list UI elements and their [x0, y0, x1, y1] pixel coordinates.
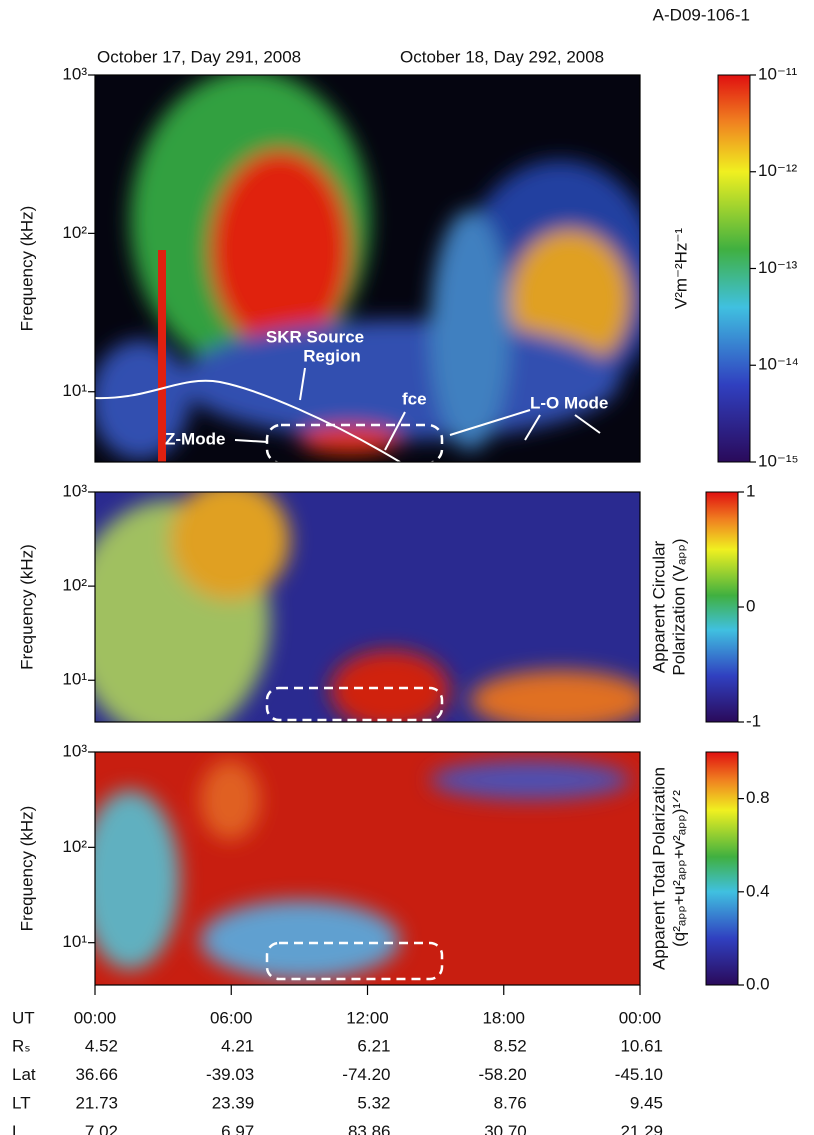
ephemeris-value: 4.52	[85, 1036, 118, 1055]
colorbar-label: Apparent Circular	[649, 541, 668, 674]
colorbar	[705, 751, 739, 986]
ephemeris-value: 4.21	[221, 1036, 254, 1055]
y-tick-label: 10¹	[62, 381, 87, 400]
ephemeris-value: 8.76	[494, 1093, 527, 1112]
colorbar-label: (q²ₐₚₚ+u²ₐₚₚ+v²ₐₚₚ)¹ᐟ²	[669, 790, 688, 947]
colorbar-tick-label: 0.8	[746, 788, 770, 807]
date-label: October 17, Day 291, 2008	[97, 47, 301, 66]
ephemeris-value: -45.10	[615, 1065, 663, 1084]
y-tick-label: 10²	[62, 837, 87, 856]
colorbar-tick-label: 0.4	[746, 881, 770, 900]
ephemeris-value: 6.21	[357, 1036, 390, 1055]
colorbar-tick-label: 10⁻¹³	[758, 258, 798, 277]
ephemeris-value: 23.39	[212, 1093, 255, 1112]
ephemeris-value: 5.32	[357, 1093, 390, 1112]
spectrogram-image	[95, 752, 640, 985]
colorbar-tick-label: 10⁻¹⁵	[758, 451, 799, 470]
colorbar-tick-label: 10⁻¹¹	[758, 64, 798, 83]
ephemeris-value: 21.73	[75, 1093, 118, 1112]
ephemeris-label: L	[12, 1122, 21, 1135]
annotation: Region	[303, 346, 361, 365]
ephemeris-value: 6.97	[221, 1122, 254, 1135]
ephemeris-value: 21.29	[620, 1122, 663, 1135]
colorbar-label: Apparent Total Polarization	[649, 767, 668, 970]
figure-id: A-D09-106-1	[653, 5, 750, 24]
ephemeris-value: -39.03	[206, 1065, 254, 1084]
y-tick-label: 10³	[62, 741, 87, 760]
spectrogram-image	[95, 492, 640, 722]
ephemeris-label: LT	[12, 1093, 31, 1112]
y-tick-label: 10³	[62, 64, 87, 83]
annotation: L-O Mode	[530, 393, 608, 412]
plot-frame	[94, 491, 641, 723]
y-tick-label: 10²	[62, 576, 87, 595]
spectrogram-image	[95, 75, 640, 462]
x-tick-label: 00:00	[619, 1008, 662, 1027]
annotation: SKR Source	[266, 327, 364, 346]
ephemeris-value: 7.02	[85, 1122, 118, 1135]
x-axis-label: UT	[12, 1008, 35, 1027]
y-tick-label: 10³	[62, 481, 87, 500]
annotation: Z-Mode	[165, 429, 225, 448]
colorbar-tick-label: 10⁻¹²	[758, 161, 798, 180]
y-axis-label: Frequency (kHz)	[17, 206, 36, 332]
ephemeris-value: 30.70	[484, 1122, 527, 1135]
ephemeris-label: Rₛ	[12, 1036, 31, 1055]
ephemeris-value: 9.45	[630, 1093, 663, 1112]
ephemeris-value: -58.20	[479, 1065, 527, 1084]
colorbar-label: V²m⁻²Hz⁻¹	[671, 228, 690, 310]
x-tick-label: 18:00	[482, 1008, 525, 1027]
plot-frame	[94, 74, 641, 463]
colorbar-tick-label: 0.0	[746, 974, 770, 993]
y-axis-label: Frequency (kHz)	[17, 544, 36, 670]
annotation-arrows	[234, 367, 601, 451]
colorbar	[705, 491, 739, 723]
colorbar-tick-label: 10⁻¹⁴	[758, 355, 799, 374]
y-tick-label: 10¹	[62, 932, 87, 951]
annotation: fce	[402, 389, 427, 408]
ephemeris-value: -74.20	[342, 1065, 390, 1084]
x-tick-label: 12:00	[346, 1008, 389, 1027]
ephemeris-value: 83.86	[348, 1122, 391, 1135]
colorbar-tick-label: 0	[746, 596, 755, 615]
ephemeris-value: 10.61	[620, 1036, 663, 1055]
colorbar-label: Polarization (Vₐₚₚ)	[669, 538, 688, 675]
date-label: October 18, Day 292, 2008	[400, 47, 604, 66]
ephemeris-value: 36.66	[75, 1065, 118, 1084]
x-tick-label: 06:00	[210, 1008, 253, 1027]
colorbar	[717, 74, 751, 463]
y-tick-label: 10¹	[62, 670, 87, 689]
colorbar-tick-label: -1	[746, 711, 761, 730]
x-tick-label: 00:00	[74, 1008, 117, 1027]
y-axis-label: Frequency (kHz)	[17, 806, 36, 932]
ephemeris-value: 8.52	[494, 1036, 527, 1055]
y-tick-label: 10²	[62, 223, 87, 242]
ephemeris-label: Lat	[12, 1065, 36, 1084]
colorbar-tick-label: 1	[746, 481, 755, 500]
